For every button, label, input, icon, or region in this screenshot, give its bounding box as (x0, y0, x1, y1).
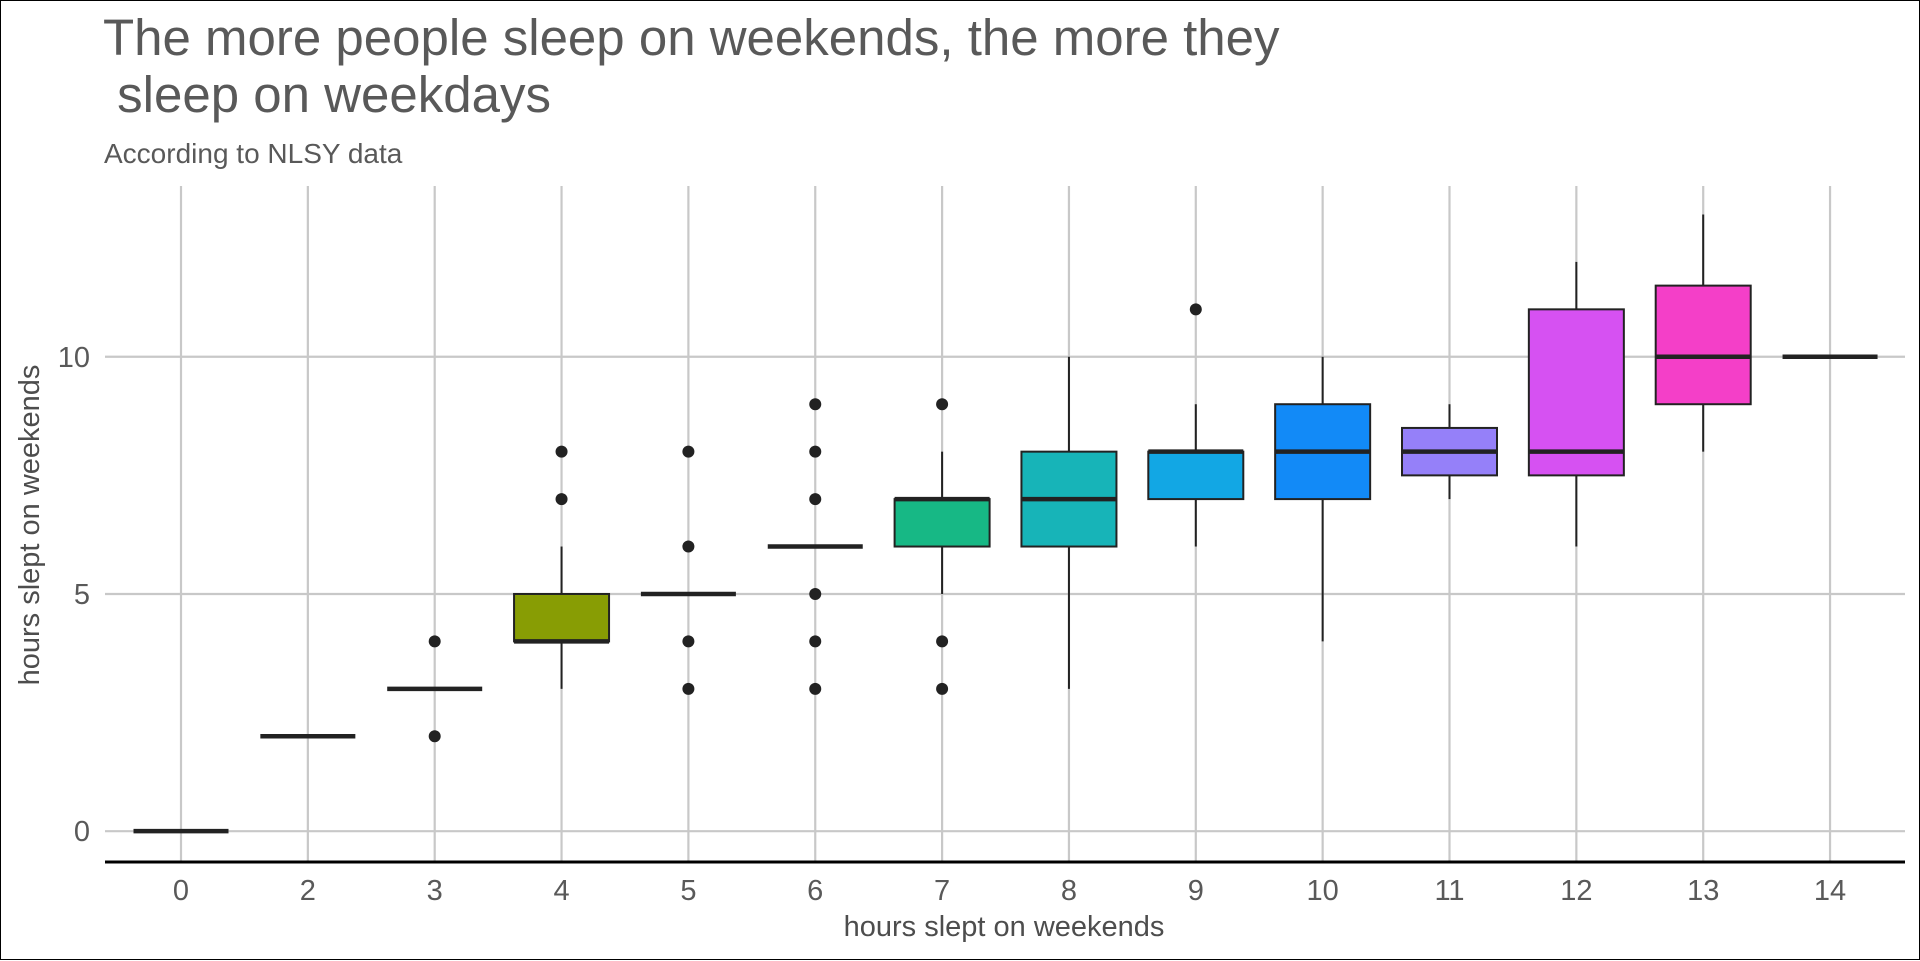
x-tick-label-9: 9 (1188, 875, 1204, 907)
box-9 (1147, 450, 1245, 501)
outlier-point-6-3 (809, 682, 822, 695)
x-tick-label-10: 10 (1307, 875, 1339, 907)
outlier-point-6-4 (809, 635, 822, 648)
x-tick-label-14: 14 (1814, 875, 1846, 907)
tick-labels: 0 2 3 4 5 6 7 8 9 10 11 12 13 14 0 5 10 (58, 342, 1846, 907)
x-tick-label-5: 5 (680, 875, 696, 907)
box-group-13 (1654, 214, 1752, 452)
x-tick-label-3: 3 (427, 875, 443, 907)
chart-subtitle: According to NLSY data (104, 138, 403, 169)
y-tick-label-10: 10 (58, 342, 90, 374)
box-4 (513, 592, 611, 643)
outlier-point-5-6 (682, 540, 695, 553)
outlier-point-7-4 (936, 635, 949, 648)
x-tick-label-0: 0 (173, 875, 189, 907)
box-group-6 (767, 398, 863, 695)
box-group-4 (513, 445, 611, 689)
box-group-3 (387, 635, 483, 743)
outlier-point-7-3 (936, 682, 949, 695)
chart-title-line-2: sleep on weekdays (103, 66, 551, 123)
outlier-point-6-5 (809, 587, 822, 600)
x-tick-label-7: 7 (934, 875, 950, 907)
chart-title-line-1: The more people sleep on weekends, the m… (103, 9, 1280, 66)
y-tick-label-5: 5 (74, 579, 90, 611)
outlier-point-6-9 (809, 398, 822, 411)
outlier-point-3-4 (428, 635, 441, 648)
outlier-point-5-4 (682, 635, 695, 648)
x-tick-label-6: 6 (807, 875, 823, 907)
x-tick-label-12: 12 (1560, 875, 1592, 907)
outlier-point-5-3 (682, 682, 695, 695)
box-group-11 (1401, 404, 1498, 500)
y-tick-label-0: 0 (74, 816, 90, 848)
box-group-7 (893, 398, 991, 695)
box-group-12 (1527, 261, 1625, 547)
outlier-point-9-11 (1189, 303, 1202, 316)
box-group-8 (1020, 356, 1118, 689)
x-tick-label-2: 2 (300, 875, 316, 907)
x-axis-title: hours slept on weekends (844, 911, 1165, 943)
box-group-9 (1147, 303, 1245, 547)
y-axis-title: hours slept on weekends (14, 365, 46, 686)
outlier-point-4-8 (555, 445, 568, 458)
outlier-point-3-2 (428, 730, 441, 743)
box-group-10 (1274, 356, 1372, 642)
outlier-point-5-8 (682, 445, 695, 458)
x-tick-label-13: 13 (1687, 875, 1719, 907)
x-tick-label-8: 8 (1061, 875, 1077, 907)
outlier-point-6-8 (809, 445, 822, 458)
grid-lines (105, 186, 1905, 862)
box-7 (893, 498, 991, 548)
box-group-5 (640, 445, 736, 695)
x-tick-label-11: 11 (1434, 875, 1464, 907)
outlier-point-4-7 (555, 493, 568, 506)
outlier-point-7-9 (936, 398, 949, 411)
box-12 (1527, 308, 1625, 477)
outlier-point-6-7 (809, 493, 822, 506)
x-tick-label-4: 4 (553, 875, 569, 907)
boxes-layer (133, 214, 1878, 834)
box-13 (1654, 284, 1752, 406)
